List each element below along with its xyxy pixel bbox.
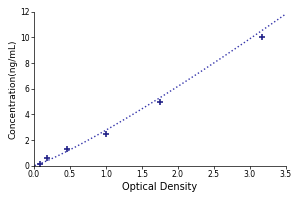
Y-axis label: Concentration(ng/mL): Concentration(ng/mL) (8, 39, 17, 139)
X-axis label: Optical Density: Optical Density (122, 182, 197, 192)
